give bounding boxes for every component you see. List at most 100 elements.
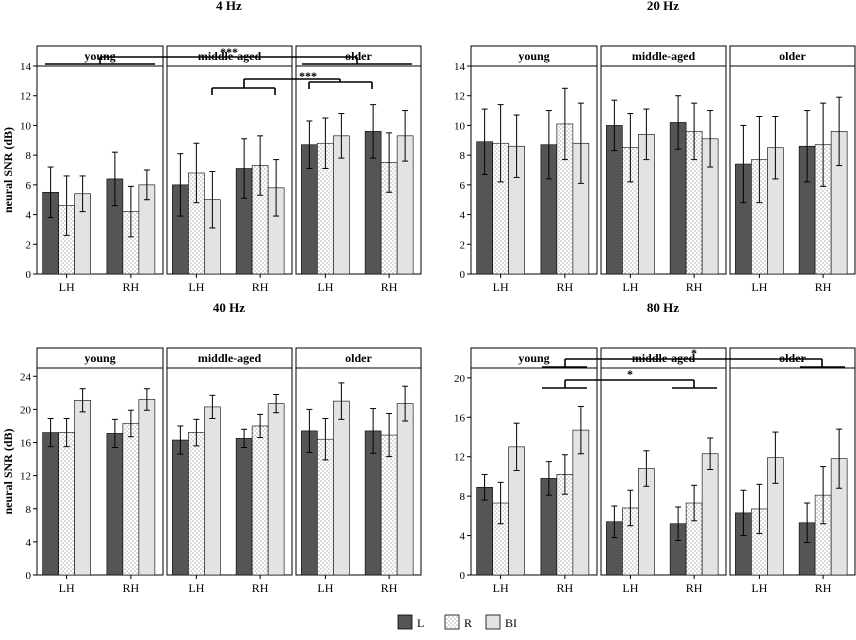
x-tick-label: RH — [123, 280, 140, 294]
facet-frame — [729, 367, 856, 576]
bar-L-RH — [106, 433, 124, 576]
x-tick-label: LH — [59, 280, 75, 294]
y-tick-label: 8 — [26, 504, 32, 516]
facet-young: young LH RH — [470, 347, 598, 595]
bar-R-LH — [58, 432, 75, 576]
sig-label: *** — [220, 45, 238, 59]
bar-L-LH — [172, 439, 189, 576]
facet-label: middle-aged — [198, 351, 262, 365]
facet-middle-aged: middle-aged LH RH — [166, 347, 293, 595]
facet-label: young — [518, 49, 549, 63]
x-tick-label: LH — [59, 581, 75, 595]
x-tick-label: LH — [188, 581, 204, 595]
x-tick-label: LH — [751, 280, 767, 294]
bar-BI-LH — [333, 400, 350, 576]
x-tick-label: LH — [751, 581, 767, 595]
y-tick-label: 16 — [454, 412, 466, 424]
x-tick-label: RH — [381, 581, 398, 595]
sig-label: * — [627, 367, 633, 381]
x-tick-label: LH — [188, 280, 204, 294]
bar-BI-RH — [267, 403, 285, 576]
bar-BI-LH — [74, 399, 91, 576]
bar-L-RH — [235, 438, 253, 576]
bar-BI-RH — [396, 403, 414, 576]
y-tick-label: 4 — [460, 531, 466, 543]
facet-frame — [295, 367, 422, 576]
facet-label: middle-aged — [632, 49, 696, 63]
y-tick-label: 20 — [20, 404, 32, 416]
facet-label: young — [84, 351, 115, 365]
facet-middle-aged: middle-aged LH RH — [600, 45, 727, 294]
facet-frame — [166, 65, 293, 275]
panel-title: 40 Hz — [213, 300, 245, 315]
x-tick-label: RH — [686, 581, 703, 595]
x-tick-label: RH — [252, 280, 269, 294]
facet-middle-aged: middle-aged LH RH — [166, 45, 293, 294]
y-tick-label: 12 — [20, 471, 31, 483]
facet-young: young LH RH — [470, 45, 598, 294]
facet-older: older LH RH — [729, 347, 856, 595]
y-tick-label: 12 — [454, 452, 465, 464]
legend-item-L: L — [397, 614, 424, 630]
y-tick-label: 8 — [26, 150, 32, 162]
x-tick-label: LH — [493, 581, 509, 595]
facet-label: older — [779, 351, 806, 365]
y-axis-label: neural SNR (dB) — [1, 127, 15, 213]
y-axis-label: neural SNR (dB) — [1, 428, 15, 514]
y-tick-label: 0 — [460, 570, 466, 582]
legend-item-R: R — [444, 614, 472, 630]
bar-BI-LH — [204, 406, 221, 576]
x-tick-label: RH — [252, 581, 269, 595]
significance-brackets: ** — [542, 346, 845, 389]
y-tick-label: 12 — [454, 91, 465, 103]
facet-label: middle-aged — [198, 49, 262, 63]
facet-middle-aged: middle-aged LH RH — [600, 347, 727, 595]
y-tick-label: 4 — [460, 210, 466, 222]
facet-frame — [600, 65, 727, 275]
facet-label: older — [345, 49, 372, 63]
y-tick-label: 6 — [460, 180, 466, 192]
facet-young: young LH RH — [36, 347, 164, 595]
y-tick-label: 2 — [26, 239, 32, 251]
y-tick-label: 6 — [26, 180, 32, 192]
bar-BI-RH — [701, 453, 719, 576]
x-tick-label: RH — [815, 280, 832, 294]
y-tick-label: 4 — [26, 210, 32, 222]
facet-older: older LH RH — [729, 45, 856, 294]
facet-label: young — [84, 49, 115, 63]
x-tick-label: RH — [815, 581, 832, 595]
panel-40-hz: 40 Hz neural SNR (dB) 0 4 8 12 16 20 24 young LH RH… — [1, 300, 422, 595]
x-tick-label: LH — [317, 280, 333, 294]
bar-R-LH — [188, 432, 205, 576]
facet-older: older LH RH — [295, 45, 422, 294]
facet-frame — [295, 65, 422, 275]
sig-label: * — [691, 346, 697, 360]
facet-frame — [166, 367, 293, 576]
facet-young: young LH RH — [36, 45, 164, 294]
facet-label: middle-aged — [632, 351, 696, 365]
x-tick-label: RH — [123, 581, 140, 595]
legend-swatch — [397, 614, 413, 630]
x-tick-label: LH — [622, 581, 638, 595]
y-tick-label: 0 — [26, 570, 32, 582]
panel-20-hz: 20 Hz 0 2 4 6 8 10 12 14 young LH RH middle-aged LH RH… — [454, 0, 856, 294]
legend-item-BI: BI — [485, 614, 517, 630]
y-tick-label: 10 — [20, 120, 32, 132]
legend-label: R — [464, 616, 472, 630]
bar-R-RH — [122, 423, 140, 576]
significance-brackets: *** *** — [45, 45, 412, 95]
y-tick-label: 4 — [26, 537, 32, 549]
y-tick-label: 0 — [26, 269, 32, 281]
panel-title: 80 Hz — [647, 300, 679, 315]
y-tick-label: 2 — [460, 239, 466, 251]
y-tick-label: 12 — [20, 91, 31, 103]
facet-frame — [600, 367, 727, 576]
legend: L R BI — [397, 614, 517, 630]
y-tick-label: 10 — [454, 120, 466, 132]
y-tick-label: 14 — [454, 61, 466, 73]
bar-BI-RH — [138, 399, 156, 576]
legend-swatch — [485, 614, 501, 630]
